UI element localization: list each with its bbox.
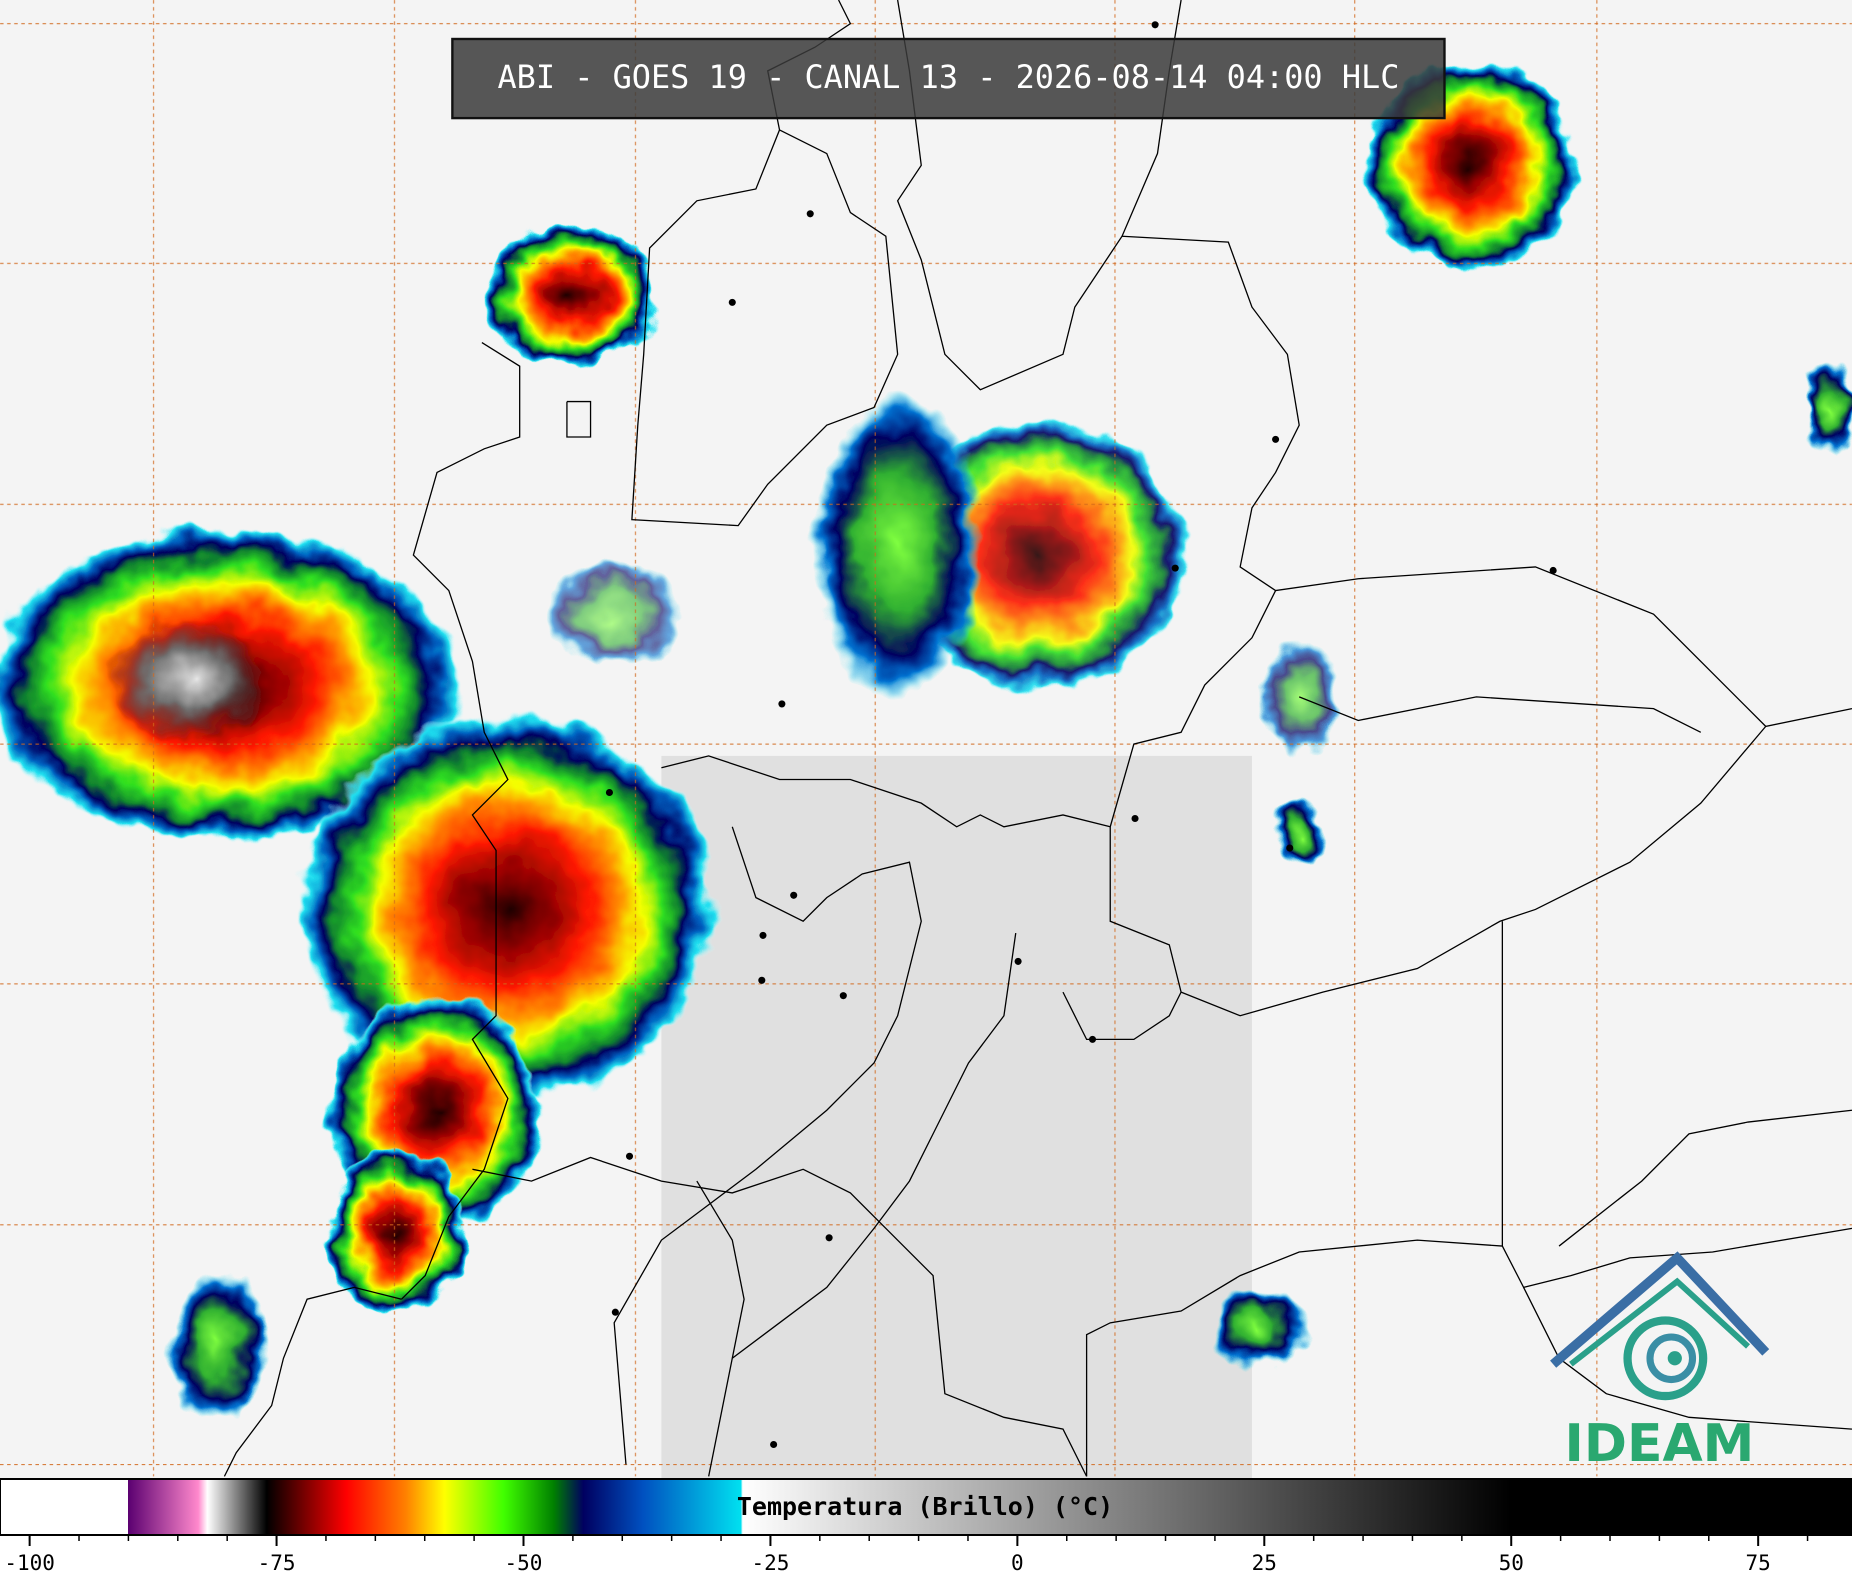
storm-cell bbox=[543, 566, 686, 662]
colorbar-tick-label: 0 bbox=[1011, 1551, 1024, 1575]
storm-cell bbox=[171, 1269, 266, 1424]
colorbar-tick-label: -50 bbox=[505, 1551, 543, 1575]
title: ABI - GOES 19 - CANAL 13 - 2026-08-14 04… bbox=[497, 58, 1399, 96]
logo: IDEAM bbox=[1550, 1251, 1770, 1474]
cold-top bbox=[106, 620, 272, 739]
storm-cell bbox=[1804, 360, 1852, 455]
storm-cell bbox=[814, 389, 981, 697]
storm-cells bbox=[0, 59, 1852, 1424]
colorbar-tick-label: 50 bbox=[1499, 1551, 1524, 1575]
lat-lon-grid bbox=[0, 0, 1852, 1477]
colorbar-tick-label: 25 bbox=[1252, 1551, 1277, 1575]
storm-cell bbox=[1268, 801, 1330, 864]
colorbar: Temperatura (Brillo) (°C) -100 -75 -50 -25 0… bbox=[0, 1478, 1852, 1577]
storm-cell bbox=[1210, 1288, 1306, 1369]
colorbar-tick-label: 75 bbox=[1746, 1551, 1771, 1575]
map: ABI - GOES 19 - CANAL 13 - 2026-08-14 04… bbox=[0, 0, 1852, 1478]
storm-cell bbox=[324, 1151, 467, 1317]
warm-land bbox=[661, 755, 1252, 1478]
title-box bbox=[451, 37, 1446, 120]
colorbar-tick-label: -100 bbox=[4, 1551, 55, 1575]
colorbar-gradient bbox=[0, 1478, 1852, 1536]
city-markers bbox=[605, 21, 1557, 1449]
colorbar-tick-label: -25 bbox=[751, 1551, 789, 1575]
colorbar-tick-label: -75 bbox=[258, 1551, 296, 1575]
logo-text: IDEAM bbox=[1565, 1414, 1755, 1474]
colorbar-label: Temperatura (Brillo) (°C) bbox=[737, 1492, 1113, 1521]
storm-cell bbox=[487, 224, 658, 367]
